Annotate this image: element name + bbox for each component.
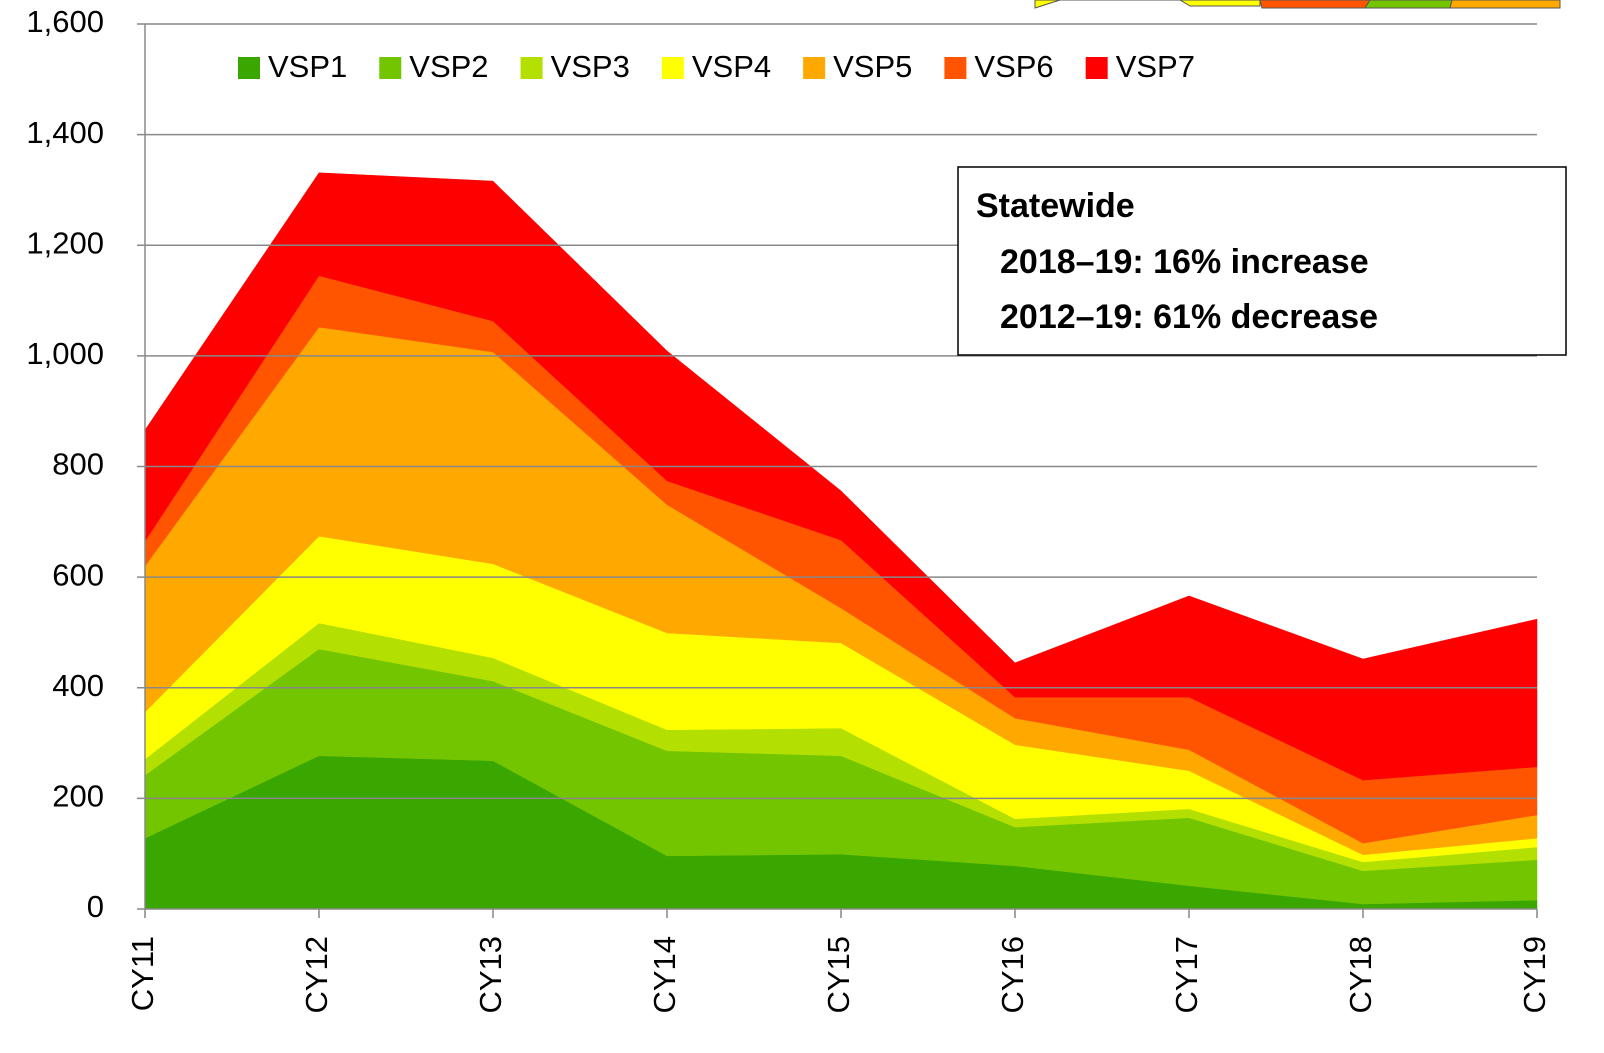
legend-label: VSP7: [1116, 49, 1195, 84]
y-tick-label: 1,200: [26, 225, 104, 260]
x-tick-label: CY16: [995, 936, 1030, 1014]
y-tick-label: 400: [52, 668, 104, 703]
legend-label: VSP1: [268, 49, 347, 84]
legend-swatch: [661, 57, 684, 79]
y-tick-label: 1,600: [26, 4, 104, 39]
x-tick-label: CY13: [473, 936, 508, 1014]
y-tick-label: 200: [52, 779, 104, 814]
legend-label: VSP4: [692, 49, 771, 84]
legend-swatch: [238, 57, 260, 79]
x-tick-label: CY18: [1343, 936, 1378, 1014]
x-tick-label: CY15: [821, 936, 856, 1014]
y-tick-label: 0: [87, 889, 104, 924]
y-tick-label: 800: [52, 447, 104, 482]
legend-swatch: [803, 57, 826, 79]
annotation-box: [957, 166, 1567, 356]
x-tick-label: CY19: [1517, 936, 1552, 1014]
area: [144, 172, 1538, 781]
x-tick-label: CY14: [647, 936, 682, 1014]
legend-swatch: [520, 57, 543, 79]
legend-label: VSP3: [551, 49, 630, 84]
y-tick-label: 1,000: [26, 336, 104, 371]
y-tick-label: 1,400: [26, 115, 104, 150]
map-fragment: [1034, 0, 1561, 9]
annotation-title: Statewide: [976, 187, 1135, 225]
legend-swatch: [379, 57, 402, 79]
legend-label: VSP6: [974, 49, 1053, 84]
y-tick-label: 600: [52, 557, 104, 592]
legend-swatch: [1085, 57, 1108, 79]
annotation-line: 2018–19: 16% increase: [1000, 243, 1369, 281]
legend-label: VSP2: [409, 49, 488, 84]
x-tick-label: CY12: [299, 936, 334, 1014]
annotation-line: 2012–19: 61% decrease: [1000, 298, 1378, 336]
legend-swatch: [944, 57, 967, 79]
annotation: Statewide 2018–19: 16% increase 2012–19:…: [957, 166, 1567, 356]
legend-label: VSP5: [833, 49, 912, 84]
x-tick-label: CY17: [1169, 936, 1204, 1014]
x-tick-label: CY11: [125, 936, 160, 1011]
